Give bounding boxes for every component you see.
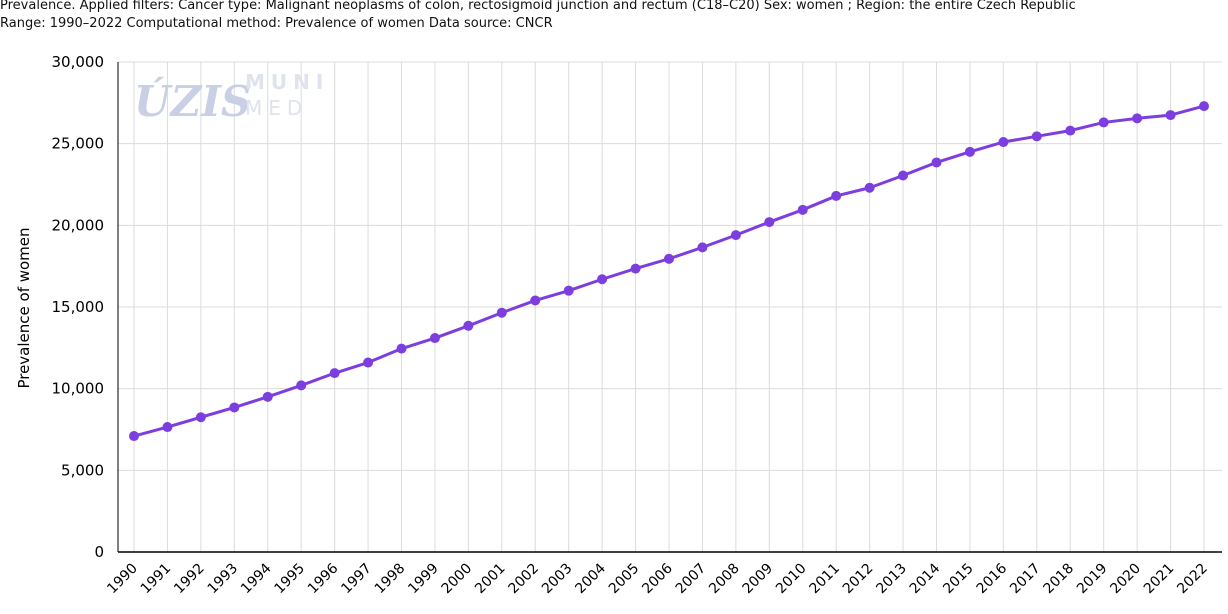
data-point — [1098, 117, 1109, 128]
watermark-logo-uzis: ÚZIS — [134, 76, 251, 126]
x-tick-label: 1997 — [338, 561, 375, 598]
x-tick-label: 2019 — [1074, 561, 1111, 598]
data-point — [229, 402, 240, 413]
x-tick-label: 2016 — [974, 560, 1011, 597]
x-tick-label: 2013 — [873, 561, 910, 598]
data-point — [530, 295, 541, 306]
y-tick-label: 0 — [94, 543, 104, 561]
x-tick-label: 2004 — [572, 560, 609, 597]
data-point — [429, 333, 440, 344]
y-tick-label: 30,000 — [52, 53, 105, 71]
x-tick-label: 2008 — [706, 561, 743, 598]
x-tick-label: 2020 — [1107, 561, 1144, 598]
x-tick-label: 1998 — [372, 561, 409, 598]
x-tick-label: 1999 — [405, 561, 442, 598]
y-axis-label: Prevalence of women — [15, 227, 33, 388]
x-tick-label: 1991 — [138, 561, 175, 598]
data-point — [563, 285, 574, 296]
data-point — [296, 380, 307, 391]
range-line: Range: 1990–2022 Computational method: P… — [0, 16, 553, 31]
data-point — [496, 307, 507, 318]
y-tick-label: 10,000 — [52, 380, 105, 398]
series-layer — [129, 101, 1209, 442]
x-tick-label: 1990 — [104, 561, 141, 598]
x-tick-label: 2011 — [807, 561, 844, 598]
data-point — [262, 391, 273, 402]
data-point — [1199, 101, 1209, 112]
data-point — [964, 146, 975, 157]
data-point — [998, 137, 1009, 148]
data-point — [831, 190, 842, 201]
data-point — [129, 431, 139, 442]
data-point — [1065, 125, 1076, 136]
data-point — [764, 217, 775, 228]
x-tick-label: 1993 — [205, 561, 242, 598]
x-tick-label: 2006 — [639, 560, 676, 597]
x-tick-label: 1994 — [238, 560, 275, 597]
x-tick-label: 1996 — [305, 560, 342, 597]
data-point — [630, 263, 641, 274]
x-tick-label: 2002 — [506, 561, 543, 598]
y-tick-label: 15,000 — [52, 298, 105, 316]
data-point — [797, 204, 808, 215]
x-tick-label: 2007 — [673, 561, 710, 598]
data-point — [1165, 110, 1176, 121]
data-point — [463, 320, 474, 331]
axis-layer — [117, 62, 1222, 553]
grid-layer — [118, 61, 1222, 552]
data-point — [162, 422, 173, 433]
data-point — [664, 253, 674, 264]
watermark-logo-med: MED — [245, 96, 308, 120]
x-tick-label: 2010 — [773, 561, 810, 598]
data-point — [864, 182, 875, 193]
x-tick-label: 1995 — [272, 561, 309, 598]
x-tick-label: 2003 — [539, 561, 576, 598]
x-tick-label: 2014 — [907, 560, 944, 597]
data-point — [898, 170, 909, 181]
y-tick-label: 20,000 — [52, 216, 105, 234]
x-tick-label: 2012 — [840, 561, 877, 598]
data-point — [697, 242, 708, 253]
y-tick-label: 25,000 — [52, 135, 105, 153]
data-point — [396, 343, 407, 354]
x-tick-label: 2005 — [606, 561, 643, 598]
watermark: ÚZIS MUNI MED — [134, 70, 329, 126]
y-tick-label: 5,000 — [61, 461, 104, 479]
x-tick-label: 1992 — [171, 561, 208, 598]
data-point — [931, 157, 942, 168]
data-point — [730, 230, 741, 241]
data-point — [195, 412, 206, 423]
x-tick-label: 2018 — [1041, 561, 1078, 598]
data-point — [329, 368, 340, 379]
data-point — [597, 274, 608, 285]
x-tick-labels: 1990199119921993199419951996199719981999… — [104, 560, 1211, 597]
x-tick-label: 2009 — [740, 561, 777, 598]
x-tick-label: 2015 — [940, 561, 977, 598]
x-tick-label: 2000 — [439, 561, 476, 598]
filters-line: Prevalence. Applied filters: Cancer type… — [0, 0, 1076, 13]
x-tick-label: 2001 — [472, 561, 509, 598]
y-tick-labels: 0 5,000 10,000 15,000 20,000 25,000 30,000 — [52, 53, 105, 561]
data-point — [1031, 131, 1042, 142]
data-point — [363, 357, 374, 368]
x-tick-label: 2022 — [1174, 561, 1211, 598]
x-tick-label: 2017 — [1007, 561, 1044, 598]
data-point — [1132, 113, 1143, 124]
chart-header: Prevalence. Applied filters: Cancer type… — [0, 0, 1228, 33]
x-tick-label: 2021 — [1141, 561, 1178, 598]
watermark-logo-muni: MUNI — [245, 70, 329, 94]
